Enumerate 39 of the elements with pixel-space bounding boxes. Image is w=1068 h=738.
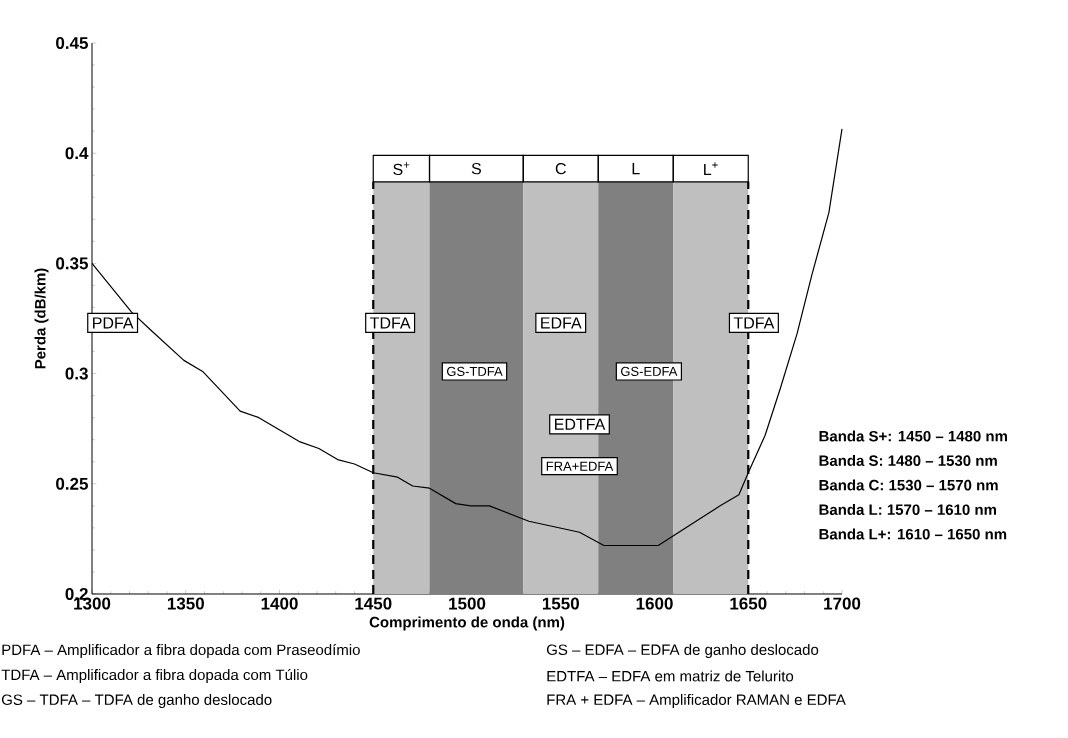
- annotation: TDFA: [733, 317, 775, 329]
- y-axis-title: Perda (dB/km): [34, 268, 49, 369]
- text: TDFA – Amplificador a fibra dopada com Túlio: [1, 668, 308, 684]
- x-tick-label: 1700: [824, 597, 861, 610]
- annotation: Banda C: 1530 – 1570 nm: [819, 479, 998, 491]
- band-label: S$^{+}$: [393, 162, 410, 176]
- text: GS – TDFA – TDFA de ganho deslocado: [1, 694, 272, 708]
- band-label: L: [632, 163, 640, 175]
- text: PDFA – Amplificador a fibra dopada com Praseodímio: [2, 643, 360, 659]
- y-tick-label: 0.3: [65, 367, 88, 380]
- annotation: FRA+EDFA: [546, 461, 614, 471]
- annotation: Banda L: 1570 – 1610 nm: [819, 503, 996, 515]
- band-label: C: [555, 162, 566, 175]
- x-tick-label: 1450: [355, 597, 392, 610]
- y-tick-label: 0.45: [56, 36, 88, 50]
- annotation: EDFA: [541, 317, 582, 329]
- annotation: EDTFA: [555, 418, 606, 430]
- text: GS – EDFA – EDFA de ganho deslocado: [546, 644, 819, 658]
- x-tick-label: 1600: [636, 597, 673, 610]
- x-tick-label: 1550: [542, 597, 579, 610]
- annotation: PDFA: [93, 317, 134, 329]
- y-tick-label: 0.35: [56, 257, 88, 270]
- annotation: Banda L+: 1610 – 1650 nm: [819, 528, 1007, 540]
- annotation: Banda S: 1480 – 1530 nm: [819, 454, 997, 467]
- x-tick-label: 1350: [167, 597, 204, 610]
- text: FRA + EDFA – Amplificador RAMAN e EDFA: [547, 694, 846, 708]
- x-tick-label: 1400: [261, 597, 298, 610]
- x-axis-title: Comprimento de onda (nm): [369, 616, 565, 631]
- annotation: TDFA: [370, 317, 411, 329]
- band-label: L$^{+}$: [704, 162, 718, 175]
- x-tick-label: 1500: [449, 597, 486, 610]
- band-label: S: [471, 162, 481, 175]
- annotation: GS-TDFA: [446, 366, 503, 376]
- y-tick-label: 0.4: [65, 147, 89, 160]
- y-tick-label: 0.25: [56, 477, 88, 490]
- annotation: Banda S+: 1450 – 1480 nm: [819, 430, 1007, 442]
- text: EDTFA – EDFA em matriz de Telurito: [547, 670, 794, 682]
- annotation: GS-EDFA: [621, 366, 678, 376]
- x-tick-label: 1650: [730, 597, 767, 610]
